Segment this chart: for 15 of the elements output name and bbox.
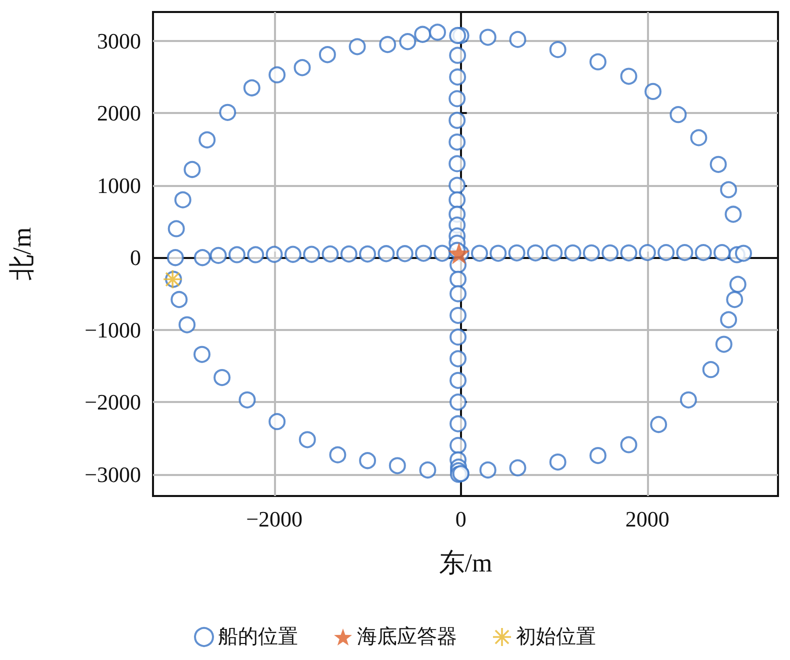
y-tick-label: −3000: [84, 462, 141, 487]
y-tick-label: −1000: [84, 317, 141, 342]
y-axis-title: 北/m: [8, 227, 36, 281]
x-axis-title: 东/m: [438, 548, 492, 578]
y-tick-label: 0: [130, 245, 141, 270]
legend-label: 初始位置: [516, 626, 596, 648]
y-tick-label: 1000: [97, 172, 141, 198]
legend-label: 海底应答器: [357, 626, 457, 648]
y-tick-label: 3000: [97, 28, 141, 54]
x-tick-label: −2000: [246, 506, 302, 532]
legend-label: 船的位置: [218, 626, 298, 648]
y-tick-label: −2000: [84, 390, 141, 415]
x-tick-label: 2000: [625, 506, 670, 532]
y-tick-label: 2000: [97, 100, 141, 126]
x-tick-label: 0: [455, 506, 466, 532]
